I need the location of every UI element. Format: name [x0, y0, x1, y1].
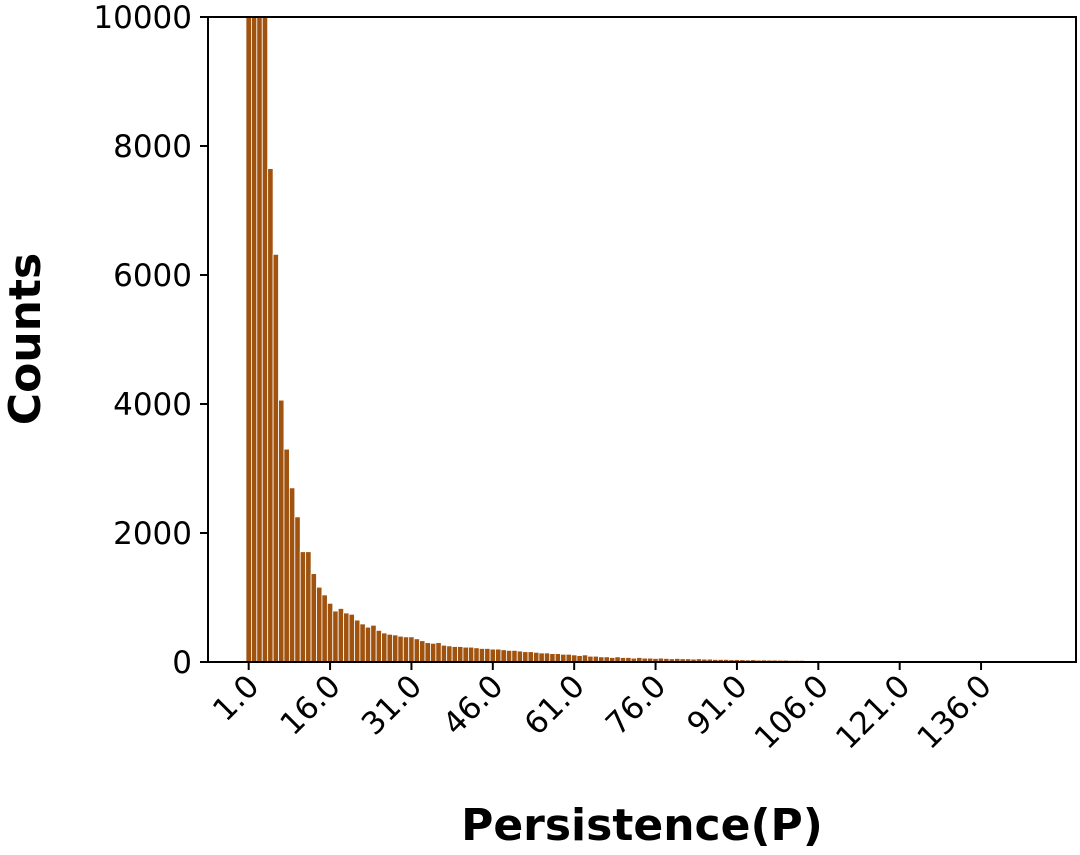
bar [257, 17, 262, 662]
bar [327, 603, 332, 662]
y-tick-label: 0 [172, 645, 192, 681]
bar [506, 650, 511, 662]
bar [517, 651, 522, 662]
bar [430, 643, 435, 662]
bar [544, 653, 549, 662]
bar [289, 488, 294, 662]
bar [420, 641, 425, 662]
bar [338, 608, 343, 662]
x-tick-label: 106.0 [748, 668, 836, 756]
bar [262, 17, 267, 662]
x-tick-label: 76.0 [599, 668, 673, 742]
x-tick-label: 91.0 [680, 668, 754, 742]
bar [441, 645, 446, 662]
plot-area-frame [208, 17, 1076, 662]
bar [490, 649, 495, 662]
bar [458, 647, 463, 662]
bar [403, 637, 408, 662]
x-tick-label: 16.0 [273, 668, 347, 742]
bar [387, 634, 392, 662]
bar [528, 652, 533, 662]
bar [311, 574, 316, 662]
bar [496, 649, 501, 662]
bar [295, 517, 300, 662]
bar [349, 614, 354, 662]
y-tick-label: 4000 [113, 387, 192, 423]
x-tick-label: 46.0 [436, 668, 510, 742]
bar [317, 587, 322, 662]
bar [485, 648, 490, 662]
bar [561, 654, 566, 662]
bar [523, 652, 528, 662]
bar [273, 254, 278, 662]
bar [382, 633, 387, 662]
bar [534, 652, 539, 662]
bar [474, 648, 479, 662]
bar [398, 636, 403, 662]
bar [555, 654, 560, 662]
x-tick-label: 31.0 [355, 668, 429, 742]
bar [365, 627, 370, 662]
bar [501, 650, 506, 662]
y-tick-label: 10000 [93, 0, 192, 36]
bar [322, 595, 327, 662]
x-tick-label: 121.0 [829, 668, 917, 756]
bar [479, 648, 484, 662]
bar [284, 449, 289, 662]
x-axis-title: Persistence(P) [461, 800, 823, 850]
bar [376, 630, 381, 662]
x-tick-label: 136.0 [911, 668, 999, 756]
bar [512, 650, 517, 662]
bar [279, 400, 284, 662]
x-tick-label: 1.0 [206, 668, 266, 728]
bar [354, 620, 359, 662]
bar [539, 653, 544, 662]
bar [409, 637, 414, 662]
bar [425, 643, 430, 662]
bar [333, 611, 338, 662]
bar [436, 643, 441, 662]
bar [463, 647, 468, 662]
y-axis: 0 2000 4000 6000 8000 10000 [93, 0, 208, 681]
bar [306, 552, 311, 662]
bar [468, 647, 473, 662]
bar [344, 613, 349, 662]
x-tick-label: 61.0 [518, 668, 592, 742]
bar [447, 646, 452, 662]
y-tick-label: 2000 [113, 516, 192, 552]
bar [414, 639, 419, 662]
bar [452, 647, 457, 662]
y-tick-label: 8000 [113, 129, 192, 165]
y-tick-label: 6000 [113, 258, 192, 294]
bar [550, 654, 555, 662]
bar [582, 655, 587, 662]
bars-layer [246, 17, 1038, 662]
bar [360, 624, 365, 662]
bar [268, 169, 273, 662]
y-axis-title: Counts [0, 253, 51, 425]
bar [246, 17, 251, 662]
bar [392, 635, 397, 662]
bar [566, 654, 571, 662]
bar [571, 655, 576, 662]
bar [371, 625, 376, 662]
bar [300, 552, 305, 662]
bar [251, 17, 256, 662]
